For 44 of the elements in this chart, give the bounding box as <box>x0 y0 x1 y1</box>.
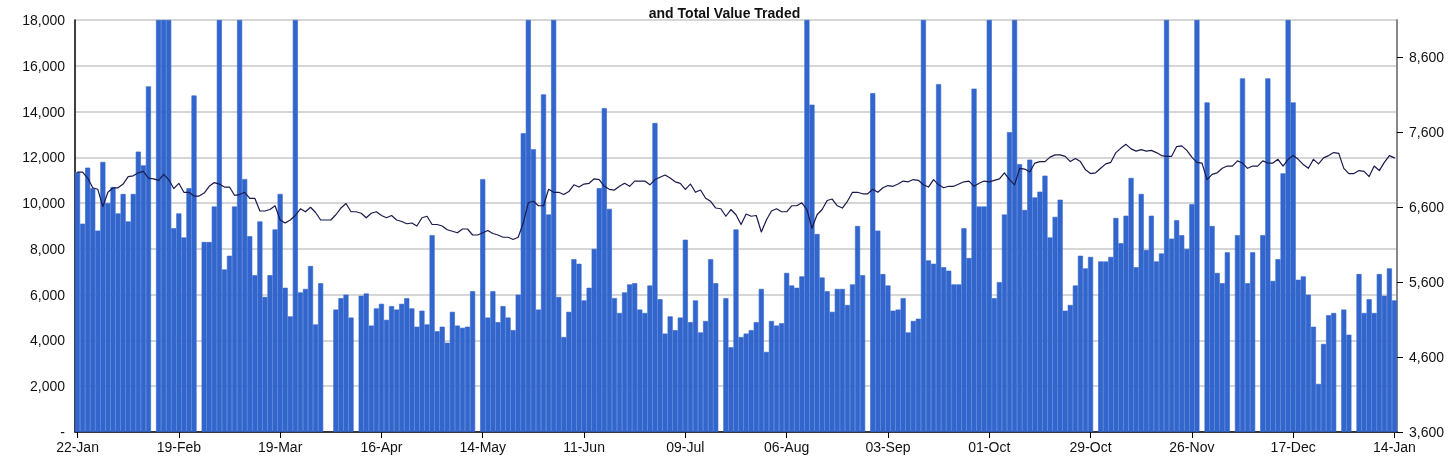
y2-tick-label: 4,600 <box>1409 349 1445 366</box>
line-series <box>76 143 1396 241</box>
x-tick-label: 06-Aug <box>764 439 810 455</box>
x-tick-label: 19-Mar <box>257 439 303 455</box>
bar <box>75 172 81 432</box>
bar <box>692 300 699 432</box>
x-tick-label: 14-May <box>459 439 507 455</box>
x-tick-label: 26-Nov <box>1169 439 1215 455</box>
y-tick-label: - <box>60 424 66 440</box>
x-tick-label: 09-Jul <box>666 439 705 455</box>
bar <box>540 94 547 432</box>
bar <box>1098 261 1104 432</box>
bar <box>201 242 207 432</box>
y-tick-label: 18,000 <box>22 12 66 28</box>
chart-title: and Total Value Traded <box>648 5 801 21</box>
y2-tick-label: 5,600 <box>1409 274 1445 291</box>
x-tick-label: 17-Dec <box>1270 439 1316 455</box>
bar <box>773 325 780 432</box>
y-tick-label: 16,000 <box>22 57 66 74</box>
y-tick-label: 6,000 <box>29 286 66 303</box>
bar <box>480 179 486 432</box>
bar <box>723 298 729 432</box>
bar <box>1356 274 1362 432</box>
y-tick-label: 14,000 <box>22 103 66 120</box>
y-tick-label: 4,000 <box>29 332 66 349</box>
y2-tick-label: 6,600 <box>1409 199 1445 216</box>
bar <box>1239 78 1246 432</box>
bar <box>156 20 162 432</box>
x-tick-label: 14-Jan <box>1373 439 1416 455</box>
x-tick-label: 01-Oct <box>968 439 1011 455</box>
y2-tick-label: 8,600 <box>1409 49 1445 66</box>
x-tick-label: 19-Feb <box>156 439 202 455</box>
y-tick-label: 12,000 <box>22 149 66 166</box>
bar <box>459 327 466 432</box>
x-tick-label: 03-Sep <box>865 439 911 455</box>
x-tick-label: 11-Jun <box>563 439 605 455</box>
y2-tick-label: 7,600 <box>1409 124 1445 141</box>
y-tick-label: 8,000 <box>29 240 66 257</box>
y-tick-label: 10,000 <box>22 195 66 212</box>
x-tick-label: 29-Oct <box>1069 439 1112 455</box>
x-tick-label: 22-Jan <box>56 439 99 455</box>
y-tick-label: 2,000 <box>29 378 66 395</box>
x-tick-label: 16-Apr <box>360 439 403 455</box>
y2-tick-label: 3,600 <box>1409 424 1445 440</box>
